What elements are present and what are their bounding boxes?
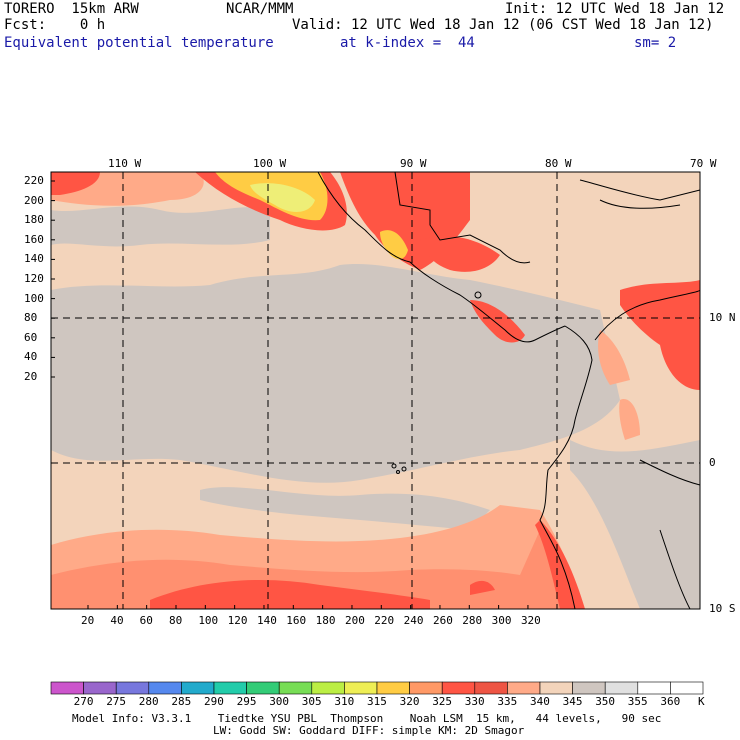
colorbar-swatch xyxy=(344,681,378,695)
init-time: Init: 12 UTC Wed 18 Jan 12 xyxy=(505,1,725,17)
lat-label-10s: 10 S xyxy=(709,602,736,615)
lon-label-70w: 70 W xyxy=(690,157,717,170)
x-tick-label: 180 xyxy=(315,614,336,627)
colorbar-label: 295 xyxy=(236,695,257,708)
lon-label-80w: 80 W xyxy=(545,157,572,170)
y-tick-label: 140 xyxy=(24,252,44,266)
colorbar-label: 270 xyxy=(73,695,94,708)
level-info: at k-index = 44 xyxy=(340,35,475,51)
x-tick-label: 140 xyxy=(256,614,277,627)
x-tick-label: 280 xyxy=(462,614,483,627)
x-tick-label: 80 xyxy=(168,614,183,627)
colorbar-swatch xyxy=(409,681,443,695)
colorbar-swatch xyxy=(441,681,476,695)
model-center: NCAR/MMM xyxy=(226,1,294,17)
valid-time: Valid: 12 UTC Wed 18 Jan 12 (06 CST Wed … xyxy=(292,17,714,33)
colorbar-label: 290 xyxy=(204,695,224,708)
y-tick-label: 80 xyxy=(24,311,38,325)
y-tick-label: 220 xyxy=(24,174,44,187)
colorbar-unit: K xyxy=(698,695,705,708)
x-tick-label: 240 xyxy=(403,614,424,627)
y-tick-label: 120 xyxy=(24,272,44,285)
lon-label-100w: 100 W xyxy=(253,157,287,170)
axis-ticks xyxy=(51,180,529,609)
lat-label-0: 0 xyxy=(709,456,716,469)
colorbar-label: 285 xyxy=(171,695,192,708)
colorbar xyxy=(50,681,704,695)
colorbar-swatch xyxy=(507,681,541,695)
colorbar-label: 335 xyxy=(497,695,518,708)
colorbar-swatch xyxy=(278,681,313,695)
colorbar-label: 340 xyxy=(530,695,550,708)
colorbar-swatch xyxy=(181,681,215,695)
x-tick-label: 260 xyxy=(432,614,453,627)
colorbar-label: 320 xyxy=(399,695,420,708)
footer-physics-info: LW: Godd SW: Goddard DIFF: simple KM: 2D… xyxy=(213,724,525,737)
y-tick-label: 160 xyxy=(24,232,44,246)
colorbar-swatch xyxy=(246,681,280,695)
plot-frame xyxy=(50,171,701,610)
x-tick-label: 320 xyxy=(520,614,541,627)
lon-label-90w: 90 W xyxy=(400,157,427,170)
colorbar-label: 325 xyxy=(432,695,453,708)
colorbar-swatch xyxy=(637,681,671,695)
field-name: Equivalent potential temperature xyxy=(4,35,274,51)
theta-e-field xyxy=(51,172,700,609)
y-tick-label: 40 xyxy=(24,350,38,364)
y-tick-label: 180 xyxy=(24,213,44,227)
colorbar-swatch xyxy=(213,681,247,695)
lat-lon-grid xyxy=(51,172,700,609)
colorbar-swatch xyxy=(148,681,182,695)
y-tick-label: 100 xyxy=(24,291,44,305)
colorbar-label: 280 xyxy=(138,695,159,708)
x-tick-label: 60 xyxy=(139,614,153,627)
colorbar-swatch xyxy=(539,681,573,695)
colorbar-swatch xyxy=(83,681,117,695)
coastlines xyxy=(317,171,701,610)
x-tick-label: 120 xyxy=(227,614,248,627)
colorbar-label: 345 xyxy=(562,695,583,708)
x-tick-label: 20 xyxy=(81,614,95,627)
colorbar-label: 360 xyxy=(660,695,681,708)
y-tick-label: 200 xyxy=(24,193,44,207)
colorbar-swatch xyxy=(50,681,84,695)
y-tick-label: 20 xyxy=(24,370,38,383)
x-tick-label: 220 xyxy=(374,614,395,627)
colorbar-label: 305 xyxy=(301,695,322,708)
x-tick-label: 300 xyxy=(491,614,512,627)
colorbar-swatch xyxy=(572,681,606,695)
x-tick-label: 200 xyxy=(344,614,365,627)
x-tick-label: 160 xyxy=(286,614,307,627)
colorbar-label: 310 xyxy=(334,695,355,708)
colorbar-label: 275 xyxy=(106,695,127,708)
colorbar-swatch xyxy=(604,681,639,695)
colorbar-swatch xyxy=(311,681,345,695)
colorbar-label: 315 xyxy=(367,695,387,708)
y-tick-label: 60 xyxy=(24,330,38,344)
lat-label-10n: 10 N xyxy=(709,311,736,324)
lon-label-110w: 110 W xyxy=(108,157,142,170)
colorbar-label: 350 xyxy=(595,695,616,708)
colorbar-label: 330 xyxy=(464,695,485,708)
colorbar-label: 355 xyxy=(627,695,648,708)
colorbar-swatch xyxy=(376,681,410,695)
x-tick-label: 40 xyxy=(110,614,124,627)
smoothing-info: sm= 2 xyxy=(634,35,677,51)
colorbar-swatch xyxy=(474,681,508,695)
x-tick-label: 100 xyxy=(198,614,219,627)
model-name: TORERO 15km ARW xyxy=(4,1,139,17)
forecast-hour: Fcst: 0 h xyxy=(4,17,106,33)
footer-model-info: Model Info: V3.3.1 Tiedtke YSU PBL Thomp… xyxy=(72,712,662,725)
colorbar-swatch xyxy=(670,681,704,695)
colorbar-label: 300 xyxy=(269,695,290,708)
colorbar-swatch xyxy=(115,681,150,695)
